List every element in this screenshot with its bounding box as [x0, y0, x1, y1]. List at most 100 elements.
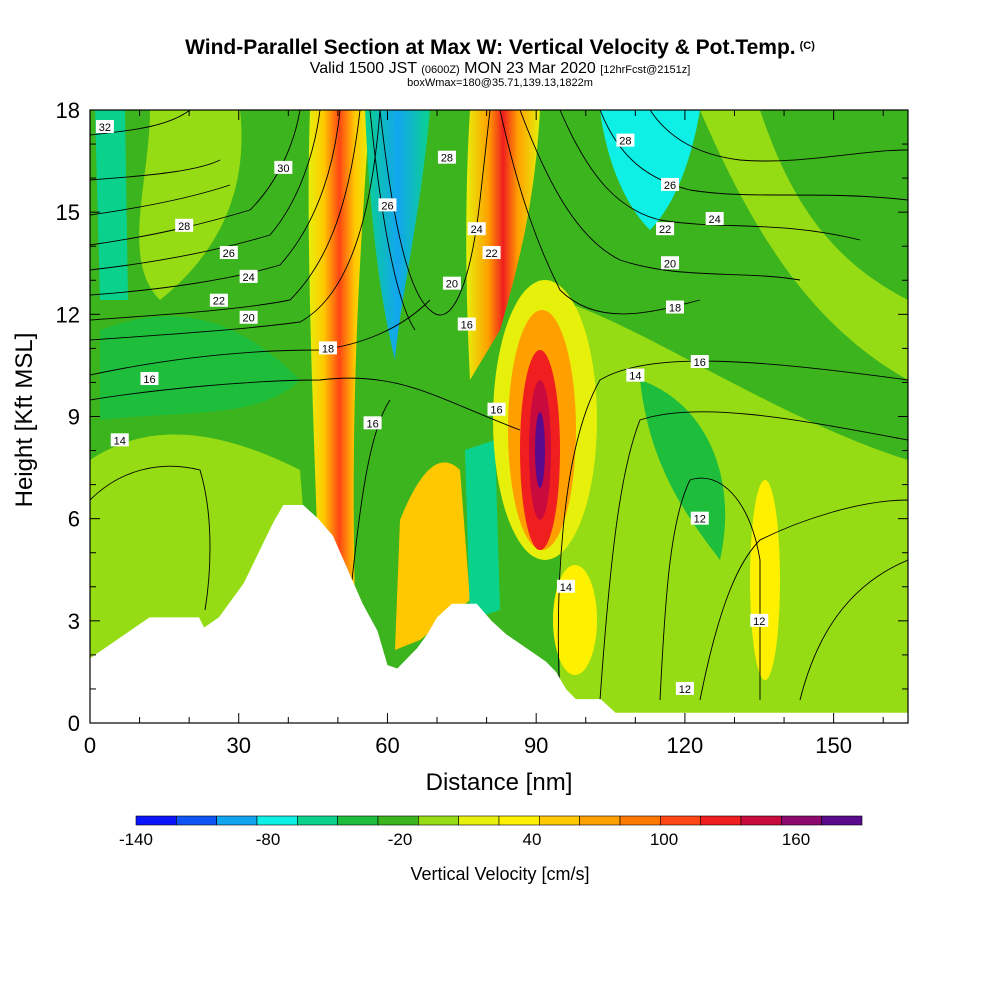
colorbar-swatch: [256, 815, 298, 826]
theta-contours: [90, 110, 908, 701]
svg-text:12: 12: [679, 684, 691, 696]
theta-contour-label: 26: [219, 246, 238, 260]
field-lightgreen-top-left: [139, 110, 242, 300]
svg-text:14: 14: [114, 435, 126, 447]
svg-text:22: 22: [659, 224, 671, 236]
colorbar-tick-label: -20: [388, 830, 413, 849]
svg-text:20: 20: [243, 313, 255, 325]
theta-contour-label: 32: [95, 120, 114, 134]
svg-text:20: 20: [664, 258, 676, 270]
colorbar-swatch: [135, 815, 177, 826]
terrain-fill: [90, 505, 908, 723]
core-purple: [535, 412, 545, 488]
theta-contour-label: 16: [487, 402, 506, 417]
theta-contour-label: 24: [705, 211, 724, 226]
x-tick-label: 60: [375, 733, 399, 758]
svg-text:16: 16: [143, 374, 155, 386]
x-axis: 0 30 60 90 120 150: [84, 110, 884, 758]
lower-right-yellow: [750, 480, 780, 680]
colorbar-swatch: [458, 815, 500, 826]
y-tick-label: 0: [68, 711, 80, 736]
colorbar: -140 -80 -20 40 100 160: [119, 815, 863, 849]
theta-contour-label: 20: [661, 256, 680, 270]
field-updraft-band-1: [308, 110, 370, 620]
theta-contour-label: 22: [482, 246, 501, 260]
theta-contour-label: 16: [363, 416, 382, 430]
colorbar-tick-label: -80: [256, 830, 281, 849]
theta-contour-label: 12: [675, 681, 694, 696]
svg-text:18: 18: [669, 303, 681, 315]
theta-contour-label: 20: [239, 310, 258, 325]
colorbar-tick-label: 100: [650, 830, 678, 849]
svg-text:24: 24: [243, 272, 255, 284]
field-lightgreen-top-right: [700, 110, 908, 380]
theta-contour-label: 20: [442, 276, 461, 291]
theta-contour-label: 14: [556, 579, 575, 594]
valid-time-line: Valid 1500 JST (0600Z) MON 23 Mar 2020 […: [309, 60, 691, 77]
colorbar-swatch: [216, 815, 258, 826]
svg-text:30: 30: [277, 163, 289, 175]
theta-contour-label: 22: [656, 222, 675, 236]
y-axis-label: Height [Kft MSL]: [11, 333, 38, 508]
x-tick-label: 30: [226, 733, 250, 758]
colorbar-tick-label: 160: [782, 830, 810, 849]
theta-contour-label: 16: [690, 355, 709, 369]
y-tick-label: 6: [68, 507, 80, 532]
colorbar-swatch: [297, 815, 338, 826]
colorbar-swatch: [539, 815, 580, 826]
y-tick-label: 12: [56, 302, 80, 327]
svg-text:12: 12: [753, 616, 765, 628]
colorbar-swatch: [821, 815, 863, 826]
theta-contour-label: 22: [209, 293, 228, 308]
theta-contour-label: 26: [661, 177, 680, 192]
theta-contour-label: 30: [274, 160, 293, 175]
svg-text:32: 32: [99, 122, 111, 134]
y-tick-label: 3: [68, 609, 80, 634]
svg-text:16: 16: [490, 405, 502, 417]
box-info-line: boxWmax=180@35.71,139.13,1822m: [407, 77, 593, 89]
svg-text:28: 28: [178, 221, 190, 233]
colorbar-swatch: [498, 815, 540, 826]
colorbar-swatch: [781, 815, 822, 826]
velocity-field: 32 30 28 26 24 22 20 18 16 14 26 28 24 22 20 16 16 16 14 28…: [90, 110, 908, 723]
colorbar-swatch: [579, 815, 621, 826]
svg-text:14: 14: [629, 371, 641, 383]
theta-contour-label: 24: [239, 269, 258, 284]
theta-contour-label: 12: [750, 613, 769, 628]
x-tick-label: 150: [815, 733, 852, 758]
x-tick-label: 90: [524, 733, 548, 758]
theta-contour-label: 18: [318, 341, 337, 355]
colorbar-swatch: [176, 815, 217, 826]
x-tick-label: 0: [84, 733, 96, 758]
colorbar-swatch: [740, 815, 782, 826]
colorbar-tick-label: 40: [523, 830, 542, 849]
svg-text:24: 24: [709, 214, 721, 226]
colorbar-swatch: [619, 815, 661, 826]
y-tick-label: 18: [56, 98, 80, 123]
theta-contour-label: 28: [616, 133, 635, 148]
theta-contour-label: 26: [378, 198, 397, 212]
x-axis-label: Distance [nm]: [426, 769, 573, 796]
copyright-mark: (C): [799, 40, 815, 52]
field-cyan-left: [95, 110, 128, 300]
y-tick-label: 15: [56, 200, 80, 225]
svg-text:28: 28: [441, 153, 453, 165]
chart-title: Wind-Parallel Section at Max W: Vertical…: [185, 36, 815, 59]
colorbar-swatch: [660, 815, 701, 826]
field-lower-cyan: [465, 440, 500, 620]
x-tick-label: 120: [667, 733, 704, 758]
svg-text:24: 24: [471, 224, 483, 236]
colorbar-tick-label: -140: [119, 830, 153, 849]
field-green-mid: [100, 316, 300, 420]
theta-contour-label: 14: [626, 368, 645, 383]
y-tick-label: 9: [68, 405, 80, 430]
svg-text:16: 16: [366, 418, 378, 430]
theta-contour-label: 28: [175, 218, 194, 233]
theta-contour-label: 12: [690, 511, 709, 526]
svg-text:18: 18: [322, 343, 334, 355]
svg-text:16: 16: [461, 320, 473, 332]
colorbar-swatch: [418, 815, 459, 826]
theta-contour-label: 18: [665, 300, 684, 315]
svg-text:26: 26: [223, 248, 235, 260]
